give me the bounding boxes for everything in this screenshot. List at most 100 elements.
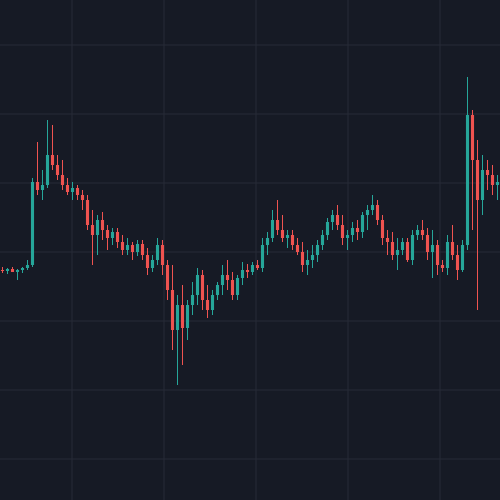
candle-body [395,250,400,255]
candle-body [220,275,225,285]
candle-body [370,205,375,210]
candle-body [90,225,95,235]
candle-body [400,242,405,250]
candle-body [5,269,10,271]
candle-body [130,245,135,252]
candle-body [340,225,345,238]
candle-body [65,185,70,192]
candle-body [35,182,40,190]
candle-body [455,255,460,270]
candle-body [420,230,425,235]
candle-body [470,115,475,160]
candle-body [365,210,370,215]
candle-body [475,160,480,200]
candle-body [350,228,355,235]
candle-body [0,270,5,271]
candle-body [60,175,65,185]
candle-body [180,305,185,328]
candle-body [285,235,290,238]
candle-body [275,220,280,230]
candle-body [390,242,395,255]
candle-body [320,235,325,245]
candle-body [230,280,235,295]
candle-body [95,220,100,235]
candle-body [190,295,195,305]
candle-body [170,290,175,330]
candle-body [10,269,15,272]
candle-body [240,270,245,278]
candle-body [360,215,365,232]
candle-body [235,278,240,295]
candle-body [380,220,385,238]
candle-body [490,175,495,185]
candle-body [465,115,470,245]
candle-body [480,170,485,200]
candle-body [100,220,105,230]
candle-body [295,245,300,252]
candle-body [440,265,445,268]
candle-body [205,300,210,310]
candle-body [305,260,310,265]
candle-body [160,245,165,265]
candle-body [270,220,275,238]
candle-body [115,232,120,242]
candle-body [105,230,110,238]
candle-body [85,200,90,225]
candle-body [75,188,80,195]
candle-body [265,238,270,245]
candle-body [315,245,320,255]
candle-body [375,205,380,220]
candle-body [245,270,250,272]
candle-body [210,295,215,310]
candle-body [250,265,255,272]
candle-body [30,182,35,265]
candle-body [125,245,130,250]
candle-body [185,305,190,328]
candle-body [195,275,200,295]
candle-body [20,268,25,270]
candle-body [430,245,435,252]
candle-body [150,260,155,268]
candle-body [225,275,230,280]
candle-body [415,230,420,235]
candle-body [55,165,60,175]
candle-body [135,244,140,252]
candle-body [445,242,450,268]
candle-body [70,188,75,192]
candle-body [460,245,465,270]
candle-body [495,182,500,185]
candle-body [310,255,315,260]
candle-body [255,265,260,268]
candle-body [145,255,150,268]
candle-body [110,232,115,238]
candle-body [410,235,415,260]
candle-body [50,155,55,165]
candle-body [485,170,490,175]
candle-body [140,244,145,255]
candle-body [300,252,305,265]
candle-body [260,245,265,268]
candle-body [80,195,85,200]
candle-body [45,155,50,185]
candle-body [435,245,440,265]
candle-body [325,222,330,235]
candle-body [200,275,205,300]
candle-body [355,228,360,232]
candle-body [165,265,170,290]
candle-body [450,242,455,255]
candle-body [425,235,430,252]
candle-body [280,230,285,238]
candle-body [120,242,125,250]
candle-body [290,235,295,245]
candle-body [330,215,335,222]
candle-body [25,265,30,268]
candle-body [155,245,160,260]
candle-body [335,215,340,225]
candle-body [385,238,390,242]
candle-body [175,305,180,330]
candle-body [40,185,45,190]
candle-body [405,242,410,260]
